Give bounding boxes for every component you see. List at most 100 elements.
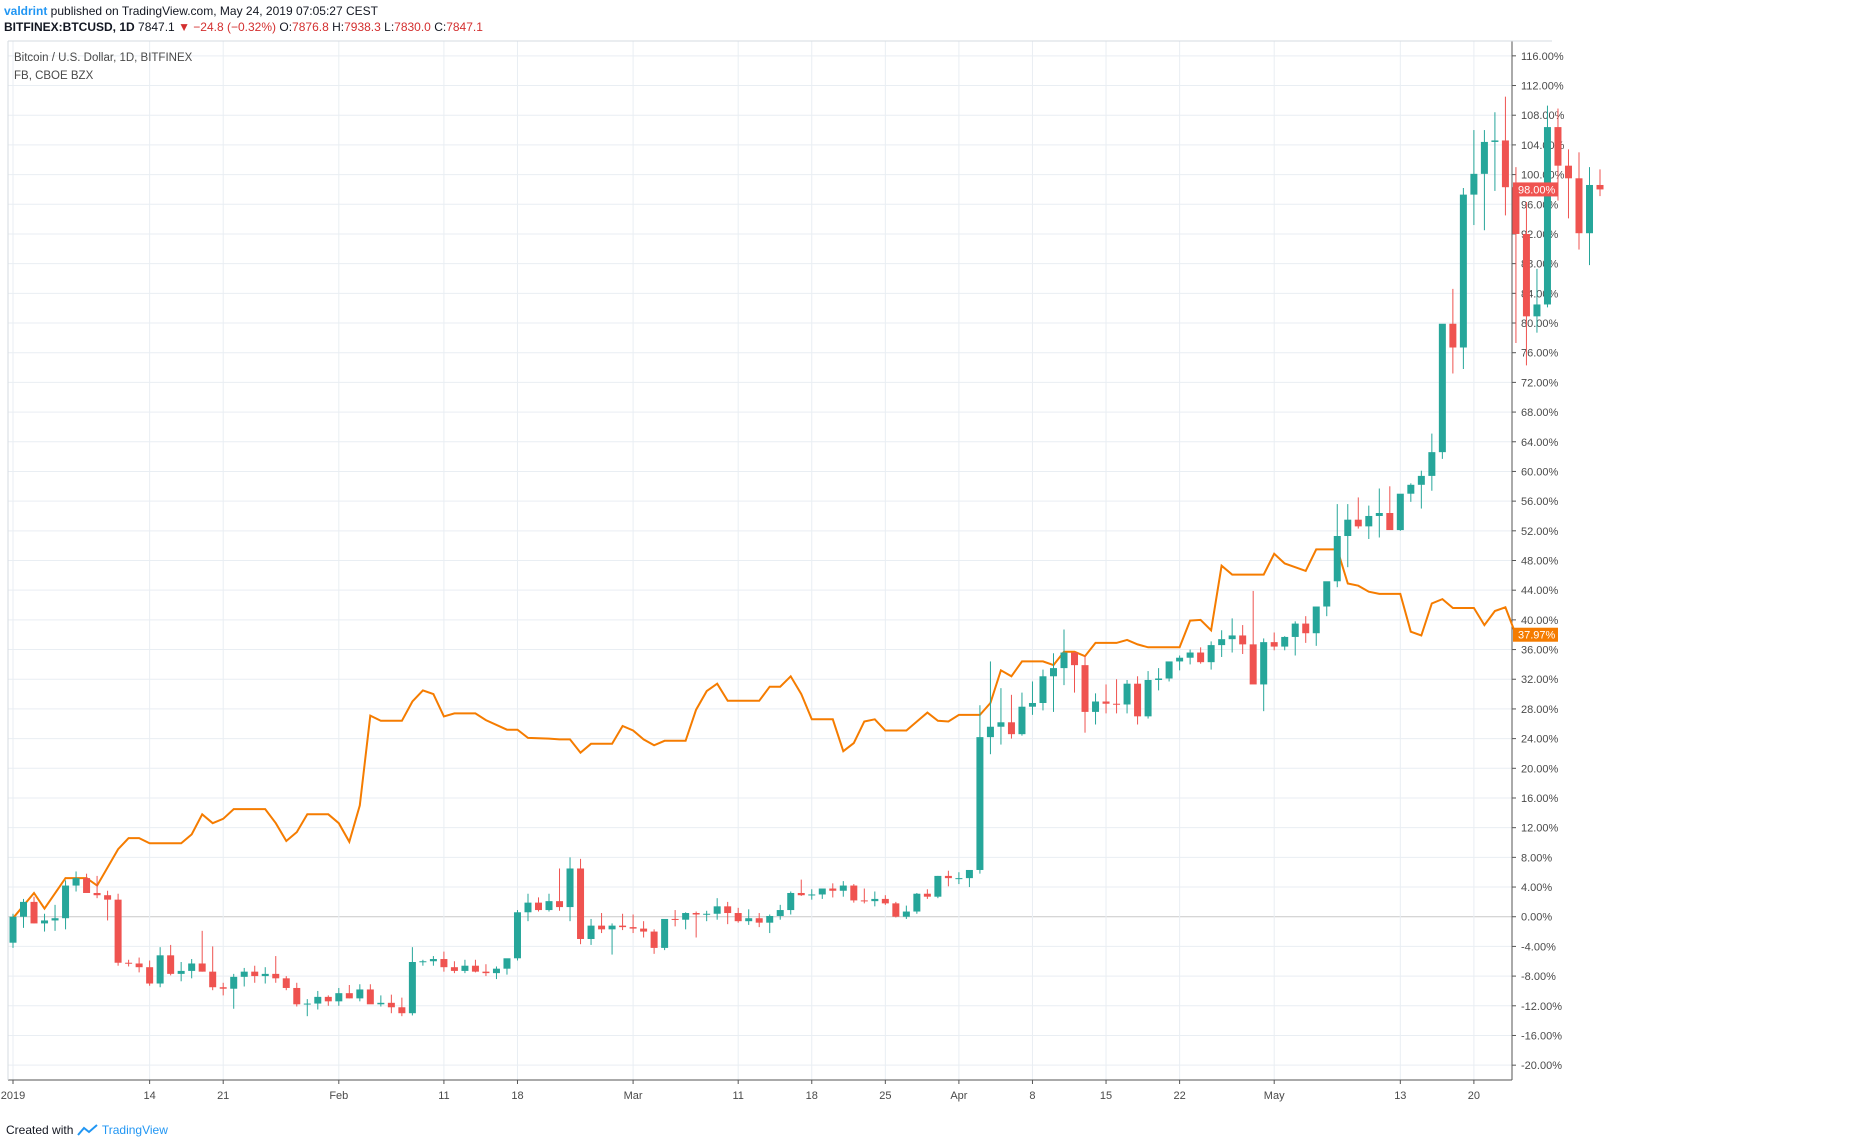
candle-down (1239, 635, 1247, 645)
candle-down (450, 967, 458, 971)
candle-up (261, 973, 269, 977)
candle-up (766, 915, 774, 923)
tradingview-brand[interactable]: TradingView (101, 1123, 168, 1137)
candle-up (1176, 657, 1184, 662)
candle-down (282, 978, 290, 988)
candle-down (650, 931, 658, 948)
candle-down (1564, 165, 1572, 179)
candle-down (198, 963, 206, 972)
x-tick-label: Apr (950, 1090, 967, 1102)
candle-up (1207, 645, 1215, 663)
y-tick-label: 36.00% (1521, 645, 1559, 657)
x-tick-label: 21 (217, 1090, 229, 1102)
candle-down (167, 955, 175, 974)
candle-down (209, 971, 217, 988)
y-tick-label: 48.00% (1521, 556, 1559, 568)
candle-up (9, 916, 17, 943)
candle-up (408, 961, 416, 1014)
open-label: O: (279, 20, 293, 34)
candle-up (1018, 706, 1026, 735)
candle-up (1092, 701, 1100, 712)
candle-up (335, 993, 343, 1002)
down-arrow-icon: ▼ (178, 20, 190, 34)
candle-up (503, 958, 511, 969)
candle-up (188, 963, 196, 971)
candle-up (1312, 606, 1320, 634)
candle-down (293, 987, 301, 1005)
candle-down (535, 902, 542, 911)
candle-up (314, 996, 322, 1004)
candle-down (125, 962, 133, 964)
candle-up (1375, 513, 1383, 516)
y-tick-label: 76.00% (1521, 348, 1559, 360)
candle-up (682, 913, 690, 920)
candle-up (1218, 639, 1226, 646)
candle-down (1113, 703, 1121, 705)
candle-up (566, 868, 574, 908)
candle-down (1512, 187, 1520, 234)
x-tick-label: 8 (1029, 1090, 1035, 1102)
candle-down (797, 892, 805, 896)
candle-up (1438, 323, 1446, 453)
candle-up (1281, 636, 1289, 647)
y-tick-label: 56.00% (1521, 496, 1559, 508)
candle-down (1134, 683, 1142, 717)
candle-down (1071, 652, 1079, 666)
y-tick-label: 44.00% (1521, 585, 1559, 597)
candle-up (1417, 475, 1425, 485)
x-tick-label: May (1264, 1090, 1285, 1102)
candle-up (839, 885, 847, 891)
candle-down (619, 925, 627, 928)
candle-up (818, 888, 826, 895)
candle-up (965, 869, 973, 879)
x-tick-label: 13 (1394, 1090, 1406, 1102)
y-tick-label: 40.00% (1521, 615, 1559, 627)
candle-down (1575, 178, 1583, 234)
candle-down (671, 918, 679, 920)
candle-up (230, 976, 238, 989)
candle-up (461, 965, 469, 971)
created-with: Created with (6, 1123, 74, 1137)
x-tick-label: 15 (1100, 1090, 1112, 1102)
candle-up (1049, 668, 1057, 677)
candle-up (1344, 519, 1352, 537)
candle-down (1449, 323, 1457, 348)
candle-down (1386, 513, 1394, 531)
candle-up (377, 1002, 385, 1005)
candle-down (1197, 652, 1205, 663)
candle-up (524, 902, 532, 913)
fb-last-label-bg (1513, 627, 1558, 642)
price-change: −24.8 (−0.32%) (193, 20, 277, 34)
btc-last-label-bg (1513, 182, 1558, 197)
candle-up (1144, 679, 1152, 717)
legend-btc: Bitcoin / U.S. Dollar, 1D, BITFINEX (14, 52, 193, 64)
candle-up (1470, 173, 1478, 195)
candle-down (1522, 233, 1530, 317)
tradingview-logo-icon (76, 1124, 98, 1136)
x-tick-label: 14 (144, 1090, 156, 1102)
candle-up (1165, 661, 1173, 679)
candle-down (398, 1007, 406, 1014)
candle-down (30, 901, 38, 924)
candle-up (808, 894, 816, 896)
author-name[interactable]: valdrint (4, 4, 48, 18)
candle-up (1365, 515, 1373, 527)
y-tick-label: 72.00% (1521, 377, 1559, 389)
candle-down (1081, 665, 1089, 712)
candle-up (1060, 652, 1068, 669)
candle-down (251, 971, 259, 977)
candle-down (1302, 623, 1310, 634)
candle-up (713, 906, 721, 914)
y-tick-label: 12.00% (1521, 823, 1559, 835)
candle-up (1459, 194, 1467, 348)
x-tick-label: Feb (329, 1090, 348, 1102)
candle-down (440, 959, 448, 968)
candle-up (1491, 140, 1499, 142)
candle-up (902, 911, 910, 917)
open-value: 7876.8 (292, 20, 329, 34)
price-chart[interactable]: 116.00%112.00%108.00%104.00%100.00%96.00… (0, 0, 1857, 1120)
candle-down (471, 965, 479, 972)
candle-down (755, 918, 763, 923)
footer: Created with TradingView (6, 1123, 168, 1137)
y-tick-label: 28.00% (1521, 704, 1559, 716)
